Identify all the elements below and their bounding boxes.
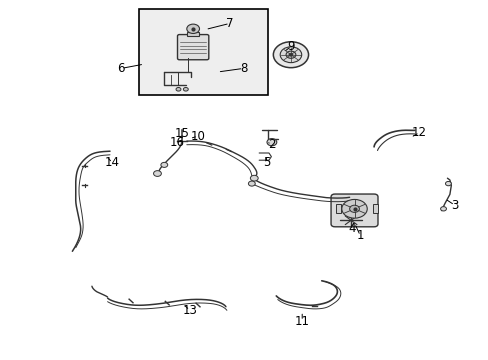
Text: 3: 3 xyxy=(450,199,458,212)
FancyBboxPatch shape xyxy=(177,35,208,60)
Bar xyxy=(335,204,340,213)
Circle shape xyxy=(153,171,161,176)
Circle shape xyxy=(440,207,446,211)
Circle shape xyxy=(176,87,181,91)
Circle shape xyxy=(273,42,308,68)
Text: 8: 8 xyxy=(239,62,247,75)
Text: 4: 4 xyxy=(347,222,355,235)
Bar xyxy=(372,204,377,213)
Text: 5: 5 xyxy=(262,156,270,169)
Text: 9: 9 xyxy=(287,40,295,53)
Text: 16: 16 xyxy=(169,136,184,149)
Circle shape xyxy=(349,205,359,212)
Circle shape xyxy=(445,181,450,186)
Circle shape xyxy=(186,24,199,33)
Text: 15: 15 xyxy=(174,127,189,140)
Circle shape xyxy=(285,51,295,58)
Circle shape xyxy=(280,47,301,63)
Bar xyxy=(139,9,267,95)
FancyBboxPatch shape xyxy=(330,194,377,227)
Text: 11: 11 xyxy=(294,315,309,328)
Circle shape xyxy=(250,175,258,181)
Text: 1: 1 xyxy=(356,229,364,242)
Circle shape xyxy=(266,139,276,146)
Bar xyxy=(187,32,199,36)
Text: 12: 12 xyxy=(411,126,426,139)
Circle shape xyxy=(248,181,255,186)
Text: 2: 2 xyxy=(267,138,275,151)
Circle shape xyxy=(288,53,292,56)
Circle shape xyxy=(161,162,167,167)
Text: 14: 14 xyxy=(105,156,120,169)
Text: 7: 7 xyxy=(225,17,233,30)
Circle shape xyxy=(183,87,188,91)
Circle shape xyxy=(341,199,366,218)
Text: 6: 6 xyxy=(117,62,125,75)
Text: 10: 10 xyxy=(190,130,205,143)
Text: 13: 13 xyxy=(182,304,197,317)
